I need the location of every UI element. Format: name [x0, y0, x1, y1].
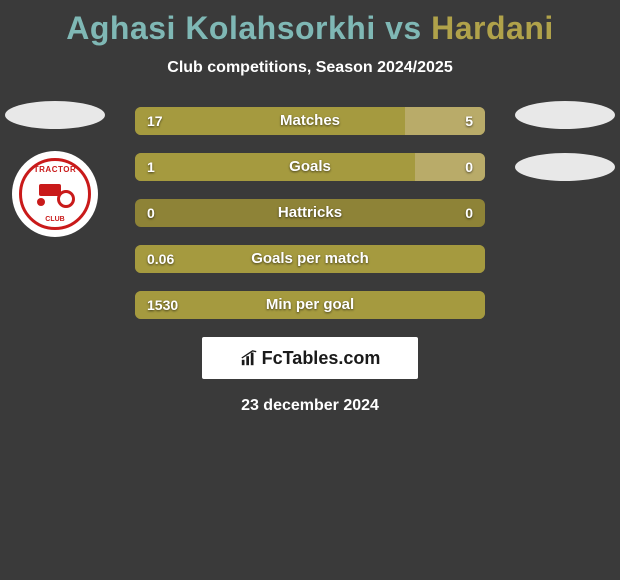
- comparison-panel: TRACTOR CLUB 175Matches 10Goals 00Hattrick…: [0, 107, 620, 415]
- team-badge-top-text: TRACTOR: [34, 165, 76, 174]
- right-player-column: [510, 101, 620, 181]
- subtitle: Club competitions, Season 2024/2025: [0, 59, 620, 77]
- stat-bar-row: 1530Min per goal: [135, 291, 485, 319]
- left-player-column: TRACTOR CLUB: [0, 101, 110, 237]
- stat-label: Hattricks: [135, 199, 485, 227]
- stat-label: Matches: [135, 107, 485, 135]
- brand-text: FcTables.com: [262, 348, 381, 369]
- stat-bar-row: 0.06Goals per match: [135, 245, 485, 273]
- stat-label: Min per goal: [135, 291, 485, 319]
- stat-label: Goals per match: [135, 245, 485, 273]
- team-badge-bottom-text: CLUB: [45, 216, 64, 223]
- team-badge-placeholder: [515, 153, 615, 181]
- tractor-icon: [35, 180, 75, 208]
- bar-chart-icon: [240, 349, 258, 367]
- player2-name: Hardani: [431, 10, 554, 46]
- stat-bar-row: 00Hattricks: [135, 199, 485, 227]
- brand-box: FcTables.com: [202, 337, 418, 379]
- player-photo-placeholder: [515, 101, 615, 129]
- stat-bar-row: 10Goals: [135, 153, 485, 181]
- stat-bars: 175Matches 10Goals 00Hattricks 0.06Goals pe…: [135, 107, 485, 319]
- vs-text: vs: [385, 10, 422, 46]
- player1-name: Aghasi Kolahsorkhi: [66, 10, 376, 46]
- team-badge-left: TRACTOR CLUB: [12, 151, 98, 237]
- stat-bar-row: 175Matches: [135, 107, 485, 135]
- stat-label: Goals: [135, 153, 485, 181]
- player-photo-placeholder: [5, 101, 105, 129]
- date-text: 23 december 2024: [0, 397, 620, 415]
- page-title: Aghasi Kolahsorkhi vs Hardani: [0, 0, 620, 47]
- team-badge-ring: TRACTOR CLUB: [19, 158, 91, 230]
